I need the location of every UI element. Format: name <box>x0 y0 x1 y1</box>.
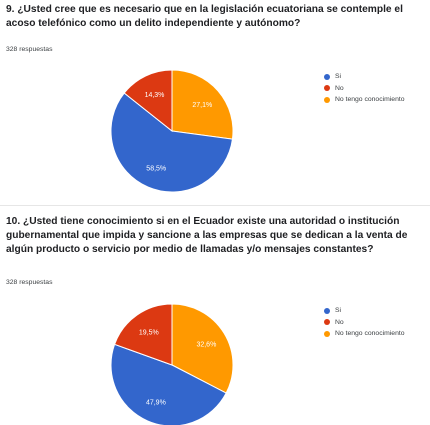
legend-item-si[interactable]: Si <box>324 305 405 317</box>
chart-legend: Si No No tengo conocimiento <box>324 305 405 340</box>
legend-label-no: No <box>335 84 344 92</box>
pie-label-no: 19,5% <box>139 330 159 337</box>
pie-label-no-tengo: 32,6% <box>196 342 216 349</box>
pie-slice-no-tengo[interactable] <box>171 69 234 140</box>
response-count: 328 respuestas <box>6 46 53 53</box>
pie-chart: 32,6% 47,9% 19,5% <box>110 303 234 425</box>
chart-legend: Si No No tengo conocimiento <box>324 71 405 106</box>
legend-swatch-no-tengo <box>324 96 330 103</box>
legend-label-si: Si <box>335 307 342 315</box>
pie-chart: 27,1% 58,5% 14,3% <box>110 69 234 193</box>
legend-item-no-tengo[interactable]: No tengo conocimiento <box>324 94 405 106</box>
legend-item-no[interactable]: No <box>324 317 405 329</box>
legend-label-si: Si <box>335 73 342 81</box>
legend-swatch-si <box>324 73 330 80</box>
pie-label-no-tengo: 27,1% <box>192 102 212 109</box>
legend-swatch-si <box>324 307 330 314</box>
response-count: 328 respuestas <box>6 279 53 286</box>
pie-slice-si[interactable] <box>110 92 234 193</box>
legend-swatch-no <box>324 319 330 326</box>
legend-swatch-no-tengo <box>324 330 330 337</box>
pie-label-si: 47,9% <box>146 399 166 406</box>
legend-label-no: No <box>335 318 344 326</box>
pie-slice-no[interactable] <box>113 303 173 366</box>
card-divider <box>0 205 430 206</box>
legend-label-no-tengo: No tengo conocimiento <box>335 96 405 104</box>
legend-item-no-tengo[interactable]: No tengo conocimiento <box>324 328 405 340</box>
legend-item-no[interactable]: No <box>324 83 405 95</box>
pie-label-no: 14,3% <box>145 92 165 99</box>
question-card-9: 9. ¿Usted cree que es necesario que en l… <box>0 0 430 206</box>
legend-swatch-no <box>324 85 330 92</box>
question-title: 10. ¿Usted tiene conocimiento si en el E… <box>6 216 408 255</box>
pie-slice-si[interactable] <box>110 343 227 425</box>
question-title: 9. ¿Usted cree que es necesario que en l… <box>6 4 403 29</box>
pie-label-si: 58,5% <box>146 166 166 173</box>
legend-item-si[interactable]: Si <box>324 71 405 83</box>
pie-slice-no-tengo[interactable] <box>171 303 234 394</box>
question-card-10: 10. ¿Usted tiene conocimiento si en el E… <box>0 206 430 425</box>
legend-label-no-tengo: No tengo conocimiento <box>335 330 405 338</box>
pie-slice-no[interactable] <box>123 69 173 133</box>
